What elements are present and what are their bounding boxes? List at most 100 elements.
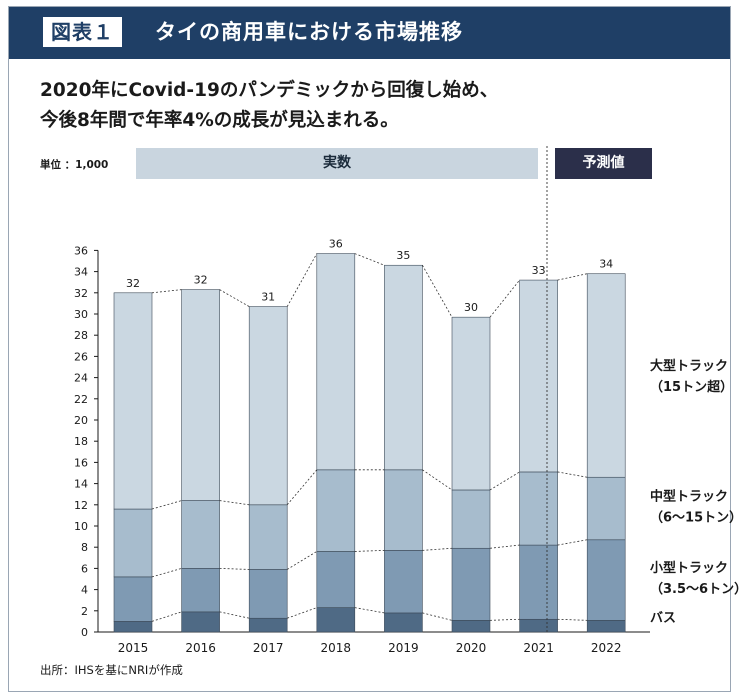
connector-2020-0 bbox=[489, 618, 520, 621]
series-label-3-line-1: （15トン超） bbox=[650, 379, 733, 395]
x-tick-label-2015: 2015 bbox=[118, 641, 149, 655]
x-tick-label-2020: 2020 bbox=[456, 641, 487, 655]
total-label-2021: 33 bbox=[532, 264, 546, 277]
y-tick-label-14: 14 bbox=[74, 478, 88, 491]
series-label-0-line-0: バス bbox=[650, 611, 676, 626]
y-tick-label-4: 4 bbox=[81, 584, 88, 597]
forecast-band: 予測値 bbox=[555, 148, 652, 179]
connector-2017-0 bbox=[287, 607, 317, 619]
connector-2019-1 bbox=[422, 547, 453, 551]
connector-2018-0 bbox=[354, 607, 385, 614]
connector-2017-1 bbox=[286, 551, 318, 570]
connector-2015-2 bbox=[151, 500, 182, 510]
figure-header: 図表１ タイの商用車における市場推移 bbox=[9, 7, 730, 59]
unit-label: 単位 ：1,000 bbox=[40, 159, 109, 171]
total-label-2020: 30 bbox=[464, 301, 478, 314]
bar-2020-series-1 bbox=[451, 547, 491, 621]
bar-2021-series-1 bbox=[519, 544, 558, 620]
bar-2019-series-2 bbox=[384, 469, 423, 551]
x-tick-label-2017: 2017 bbox=[253, 641, 284, 655]
connector-2019-3 bbox=[422, 265, 453, 318]
connector-2020-2 bbox=[489, 471, 520, 491]
bar-2015-series-2 bbox=[113, 508, 153, 578]
y-tick-label-34: 34 bbox=[74, 266, 88, 279]
y-tick-label-28: 28 bbox=[74, 329, 88, 342]
connector-2016-3 bbox=[219, 289, 250, 307]
figure-label: 図表１ bbox=[43, 17, 122, 47]
series-label-1-line-1: （3.5～6トン） bbox=[650, 581, 740, 597]
bar-2018-series-3 bbox=[316, 253, 356, 471]
y-tick-label-8: 8 bbox=[81, 541, 88, 554]
bar-2022-series-0 bbox=[586, 620, 626, 633]
bar-2017-series-1 bbox=[248, 569, 288, 619]
series-label-2-line-0: 中型トラック bbox=[650, 489, 728, 505]
subtitle: 2020年にCovid-19のパンデミックから回復し始め、 今後8年間で年率4%… bbox=[40, 76, 660, 136]
actual-band: 実数 bbox=[136, 148, 538, 179]
x-tick-label-2018: 2018 bbox=[321, 641, 352, 655]
connector-2016-0 bbox=[219, 611, 250, 619]
connector-2019-2 bbox=[422, 469, 453, 491]
bar-2015-series-0 bbox=[113, 621, 153, 633]
bar-2021-series-2 bbox=[519, 471, 558, 546]
connector-2019-0 bbox=[422, 612, 453, 621]
y-tick-label-16: 16 bbox=[74, 456, 88, 469]
bar-2015-series-1 bbox=[113, 576, 153, 622]
bar-2015-series-3 bbox=[113, 292, 153, 510]
y-tick-label-30: 30 bbox=[74, 308, 88, 321]
connector-2020-1 bbox=[489, 544, 520, 549]
bar-2017-series-3 bbox=[248, 306, 288, 506]
connector-2016-1 bbox=[219, 568, 250, 570]
figure-title: タイの商用車における市場推移 bbox=[155, 20, 463, 44]
bar-2020-series-2 bbox=[451, 489, 491, 549]
y-tick-label-26: 26 bbox=[74, 350, 88, 363]
y-tick-label-10: 10 bbox=[74, 520, 88, 533]
series-label-2-line-1: （6～15トン） bbox=[650, 510, 740, 526]
bar-2019-series-1 bbox=[384, 550, 423, 614]
connector-2015-0 bbox=[151, 611, 182, 622]
total-label-2022: 34 bbox=[599, 258, 613, 271]
bar-2019-series-3 bbox=[384, 264, 423, 471]
bar-2016-series-3 bbox=[181, 289, 220, 501]
bar-2017-series-0 bbox=[248, 617, 288, 633]
bar-2022-series-2 bbox=[586, 476, 626, 541]
connector-2016-2 bbox=[219, 500, 250, 506]
x-tick-label-2022: 2022 bbox=[591, 641, 622, 655]
total-label-2018: 36 bbox=[329, 238, 343, 251]
x-tick-label-2016: 2016 bbox=[185, 641, 216, 655]
connector-2018-1 bbox=[354, 549, 385, 552]
bar-2022-series-1 bbox=[586, 539, 626, 621]
series-label-1-line-0: 小型トラック bbox=[650, 560, 728, 576]
connector-2021-3 bbox=[557, 273, 588, 281]
bar-2022-series-3 bbox=[586, 273, 626, 478]
x-tick-label-2021: 2021 bbox=[523, 641, 554, 655]
y-tick-label-32: 32 bbox=[74, 287, 88, 300]
bar-2018-series-2 bbox=[316, 469, 356, 552]
y-tick-label-24: 24 bbox=[74, 372, 88, 385]
connector-2015-1 bbox=[151, 568, 182, 578]
series-label-3-line-0: 大型トラック bbox=[650, 358, 728, 374]
x-tick-label-2019: 2019 bbox=[388, 641, 419, 655]
total-label-2015: 32 bbox=[126, 277, 140, 290]
total-label-2016: 32 bbox=[194, 274, 208, 287]
y-tick-label-12: 12 bbox=[74, 499, 88, 512]
bar-2021-series-3 bbox=[519, 279, 558, 473]
bar-2016-series-1 bbox=[181, 568, 220, 613]
total-label-2017: 31 bbox=[261, 291, 275, 304]
bar-2016-series-0 bbox=[181, 611, 220, 633]
connector-2021-1 bbox=[557, 539, 588, 546]
y-tick-label-36: 36 bbox=[74, 244, 88, 257]
connector-2017-2 bbox=[286, 469, 318, 506]
y-tick-label-6: 6 bbox=[81, 562, 88, 575]
subtitle-line-1: 2020年にCovid-19のパンデミックから回復し始め、 bbox=[40, 80, 499, 101]
y-tick-label-0: 0 bbox=[81, 626, 88, 639]
bar-2017-series-2 bbox=[248, 504, 288, 570]
connector-2021-2 bbox=[557, 471, 588, 478]
y-tick-label-22: 22 bbox=[74, 393, 88, 406]
y-tick-label-18: 18 bbox=[74, 435, 88, 448]
connector-2017-3 bbox=[286, 253, 318, 307]
source-note: 出所：IHSを基にNRIが作成 bbox=[40, 663, 183, 677]
connector-2020-3 bbox=[489, 279, 520, 318]
bar-2020-series-3 bbox=[451, 316, 491, 491]
y-tick-label-2: 2 bbox=[81, 605, 88, 618]
